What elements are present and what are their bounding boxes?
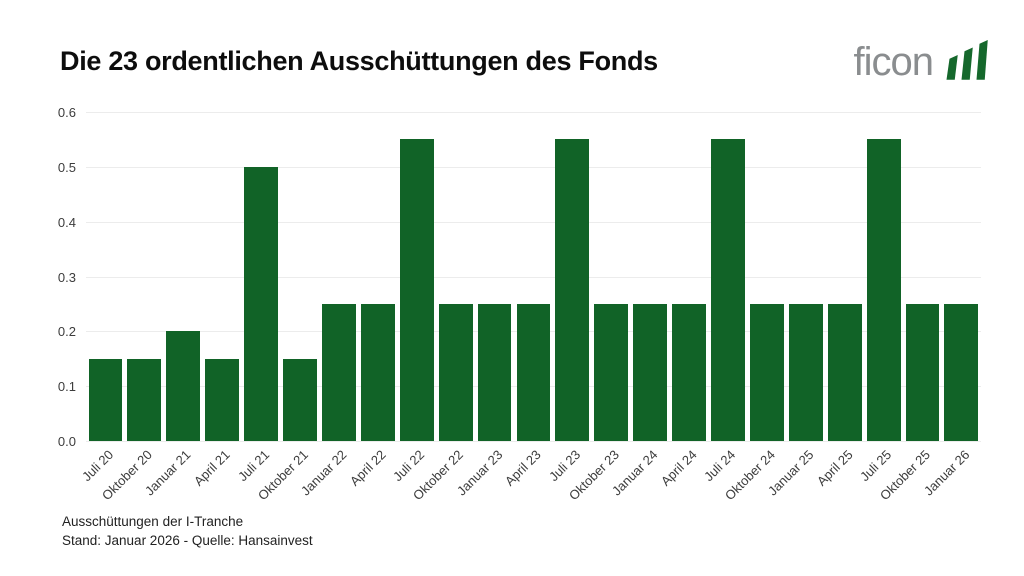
bar-slot: Oktober 24 xyxy=(721,112,786,503)
bar-slot: April 24 xyxy=(658,112,709,489)
x-tick-label: Juli 23 xyxy=(545,447,583,485)
bar xyxy=(711,139,745,441)
x-tick-label: April 21 xyxy=(191,447,233,489)
bar-slot: Oktober 20 xyxy=(99,112,164,503)
bar xyxy=(672,303,706,441)
x-tick-label: Juli 24 xyxy=(701,447,739,485)
bar-slot: Oktober 25 xyxy=(877,112,942,503)
bar xyxy=(594,303,629,441)
bar-slot: Januar 21 xyxy=(142,112,203,498)
x-tick-label: April 25 xyxy=(813,447,856,489)
bar-slot: April 23 xyxy=(502,112,553,489)
bar xyxy=(516,303,551,441)
logo-wordmark: ficon xyxy=(853,40,934,84)
y-tick-label: 0.6 xyxy=(57,105,76,120)
bar-slot: Oktober 22 xyxy=(410,112,475,503)
x-tick-label: April 23 xyxy=(502,447,545,489)
y-tick-label: 0.5 xyxy=(57,159,76,175)
gridline xyxy=(86,166,981,168)
bar-slot: Juli 22 xyxy=(390,112,436,484)
bars-layer: Juli 20 Oktober 20 Januar 21 April 21 Juli 2… xyxy=(79,112,981,503)
bar-slot: Oktober 23 xyxy=(566,112,631,503)
bar-slot: Juli 21 xyxy=(235,112,281,484)
y-tick-label: 0.4 xyxy=(57,214,76,230)
bar xyxy=(866,139,901,441)
bar xyxy=(438,303,473,441)
bar-slot: Oktober 21 xyxy=(254,112,320,503)
gridline xyxy=(86,441,981,442)
bar xyxy=(88,358,123,441)
bar-slot: April 21 xyxy=(191,112,242,489)
x-tick-label: Juli 22 xyxy=(390,447,428,485)
x-tick-label: Juli 21 xyxy=(234,447,272,485)
bar xyxy=(205,358,240,441)
bar-slot: Juli 25 xyxy=(857,112,903,484)
bar-slot: Juli 23 xyxy=(546,112,592,484)
x-tick-label: Juli 25 xyxy=(857,447,895,485)
bar xyxy=(905,303,940,441)
bar-slot: April 22 xyxy=(347,112,397,489)
gridline xyxy=(86,112,981,113)
bar xyxy=(944,303,979,441)
bar-slot: Juli 24 xyxy=(701,112,748,484)
x-tick-label: April 22 xyxy=(346,447,389,489)
bar xyxy=(788,303,823,441)
bar xyxy=(555,139,590,441)
page-title: Die 23 ordentlichen Ausschüttungen des F… xyxy=(60,46,658,76)
ficon-logo: ficon xyxy=(854,36,991,86)
x-tick-label: April 24 xyxy=(657,447,700,489)
bar-slot: Januar 23 xyxy=(454,112,514,498)
footnote-line2: Stand: Januar 2026 - Quelle: Hansainvest xyxy=(62,533,313,548)
y-tick-label: 0.3 xyxy=(57,269,76,285)
plot-area: 0.0 0.1 0.2 0.3 0.4 0.5 0.6 Juli 20 Oktober 20 J… xyxy=(58,105,981,503)
bar xyxy=(827,303,862,441)
bar-slot: Januar 24 xyxy=(609,112,670,498)
bar xyxy=(633,303,668,441)
x-tick-label: Juli 20 xyxy=(78,447,117,485)
bar-slot: April 25 xyxy=(814,112,864,489)
bar xyxy=(360,303,395,441)
rising-bars-icon xyxy=(942,36,990,86)
chart-footnote: Ausschüttungen der I-Tranche Stand: Janu… xyxy=(62,512,313,550)
bar-slot: Juli 20 xyxy=(79,112,125,484)
bar-slot: Januar 22 xyxy=(298,112,358,498)
bar xyxy=(127,358,162,441)
gridline xyxy=(86,276,981,278)
footnote-line1: Ausschüttungen der I-Tranche xyxy=(62,514,244,529)
bar-slot: Januar 26 xyxy=(920,112,981,498)
y-tick-label: 0.0 xyxy=(57,434,76,449)
bar xyxy=(166,331,201,441)
bar-slot: Januar 25 xyxy=(765,112,825,498)
gridline xyxy=(86,221,981,223)
y-tick-label: 0.2 xyxy=(57,324,76,340)
bar xyxy=(399,139,434,441)
bar xyxy=(283,358,317,441)
y-tick-label: 0.1 xyxy=(57,379,76,395)
bar xyxy=(321,303,356,441)
bar xyxy=(749,303,784,441)
bar xyxy=(244,166,278,441)
bar xyxy=(477,303,512,441)
